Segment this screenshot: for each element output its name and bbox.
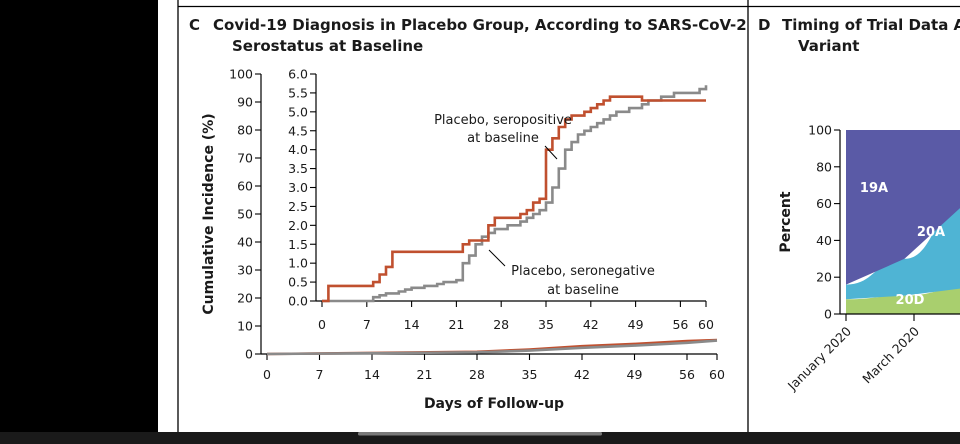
main-y-tick-label: 100: [229, 67, 253, 82]
panel-c-y-axis-title: Cumulative Incidence (%): [201, 113, 217, 314]
panel-c-x-axis-title: Days of Follow-up: [424, 396, 564, 412]
area-20D: [846, 288, 960, 314]
inset-y-tick-label: 4.5: [288, 123, 308, 138]
main-y-tick-label: 60: [237, 179, 253, 194]
area-label-20A: 20A: [917, 225, 945, 240]
inset-y-tick-label: 6.0: [288, 67, 308, 82]
area-label-20D: 20D: [896, 293, 925, 308]
main-y-tick-label: 80: [237, 123, 253, 138]
main-y-tick-label: 30: [237, 263, 253, 278]
inset-y-tick-label: 5.5: [288, 85, 308, 100]
inset-x-tick-label: 35: [538, 317, 554, 332]
main-x-tick-label: 0: [263, 367, 271, 382]
annotation-seronegative-line1: Placebo, seronegative: [511, 264, 655, 279]
main-x-tick-label: 56: [679, 367, 695, 382]
inset-y-tick-label: 4.0: [288, 142, 308, 157]
panel-d-y-tick-label: 60: [816, 196, 832, 211]
panel-d-letter: D: [758, 16, 770, 34]
inset-y-tick-label: 5.0: [288, 104, 308, 119]
annotation-seronegative-line2: at baseline: [547, 283, 619, 298]
panel-d-y-tick-label: 0: [824, 307, 832, 322]
inset-y-tick-label: 1.5: [288, 237, 308, 252]
inset-x-tick-label: 56: [672, 317, 688, 332]
panel-d-y-axis-title: Percent: [778, 191, 794, 252]
panel-d-y-tick-label: 40: [816, 233, 832, 248]
main-x-tick-label: 60: [709, 367, 725, 382]
main-x-tick-label: 49: [627, 367, 643, 382]
panel-c-inset-series: [322, 85, 708, 303]
inset-y-tick-label: 3.5: [288, 161, 308, 176]
panel-d-stacked-areas: 19A 20A 20D: [846, 130, 960, 314]
panel-c-letter: C: [189, 16, 200, 34]
main-x-tick-label: 42: [574, 367, 590, 382]
panel-d-title-line1: Timing of Trial Data Acc: [782, 16, 960, 34]
inset-y-tick-label: 1.0: [288, 256, 308, 271]
panel-d-title-line2: Variant: [798, 37, 859, 55]
inset-x-tick-label: 42: [583, 317, 599, 332]
inset-y-tick-label: 2.5: [288, 199, 308, 214]
panel-d-y-tick-label: 80: [816, 159, 832, 174]
panel-d-y-tick-label: 20: [816, 270, 832, 285]
inset-y-tick-label: 0.5: [288, 275, 308, 290]
main-y-tick-label: 40: [237, 235, 253, 250]
main-y-tick-label: 70: [237, 151, 253, 166]
inset-series-seropositive-line: [322, 95, 706, 303]
inset-x-tick-label: 60: [698, 317, 714, 332]
main-y-tick-label: 90: [237, 95, 253, 110]
main-x-tick-label: 35: [522, 367, 538, 382]
horizontal-scrollbar-thumb[interactable]: [358, 432, 602, 436]
main-x-tick-label: 14: [364, 367, 380, 382]
inset-y-tick-label: 0.0: [288, 294, 308, 309]
annotation-seropositive-leader: [544, 145, 558, 160]
inset-x-tick-label: 14: [404, 317, 420, 332]
annotation-seropositive-line1: Placebo, seropositive: [434, 113, 572, 128]
annotation-seronegative-leader: [488, 249, 506, 267]
inset-x-tick-label: 0: [318, 317, 326, 332]
main-x-tick-label: 28: [469, 367, 485, 382]
panel-c-title-line2: Serostatus at Baseline: [232, 37, 423, 55]
area-label-19A: 19A: [860, 181, 888, 196]
panel-d-y-tick-label: 100: [808, 123, 832, 138]
main-y-tick-label: 0: [245, 347, 253, 362]
panel-c-title-line1: Covid-19 Diagnosis in Placebo Group, Acc…: [213, 16, 747, 34]
horizontal-scrollbar-track[interactable]: [0, 432, 960, 444]
main-y-tick-label: 20: [237, 291, 253, 306]
inset-x-tick-label: 49: [628, 317, 644, 332]
annotation-seropositive-line2: at baseline: [467, 131, 539, 146]
main-y-tick-label: 10: [237, 319, 253, 334]
main-series-seronegative-line: [266, 339, 718, 356]
panel-c-inset-axes: 0.0 0.5 1.0 1.5 2.0 2.5 3.0 3.5 4.0 4.5 5.0 5.5 6.0 0…: [288, 67, 714, 333]
inset-series-seronegative-line: [322, 85, 708, 303]
main-x-tick-label: 21: [417, 367, 433, 382]
inset-x-tick-label: 21: [448, 317, 464, 332]
main-y-tick-label: 50: [237, 207, 253, 222]
main-x-tick-label: 7: [316, 367, 324, 382]
figure-paper: [158, 0, 960, 432]
panel-c-main-series: [266, 338, 718, 356]
area-20A: [846, 205, 960, 300]
inset-y-tick-label: 2.0: [288, 218, 308, 233]
area-19A: [846, 130, 960, 285]
inset-x-tick-label: 28: [493, 317, 509, 332]
inset-x-tick-label: 7: [363, 317, 371, 332]
inset-y-tick-label: 3.0: [288, 180, 308, 195]
